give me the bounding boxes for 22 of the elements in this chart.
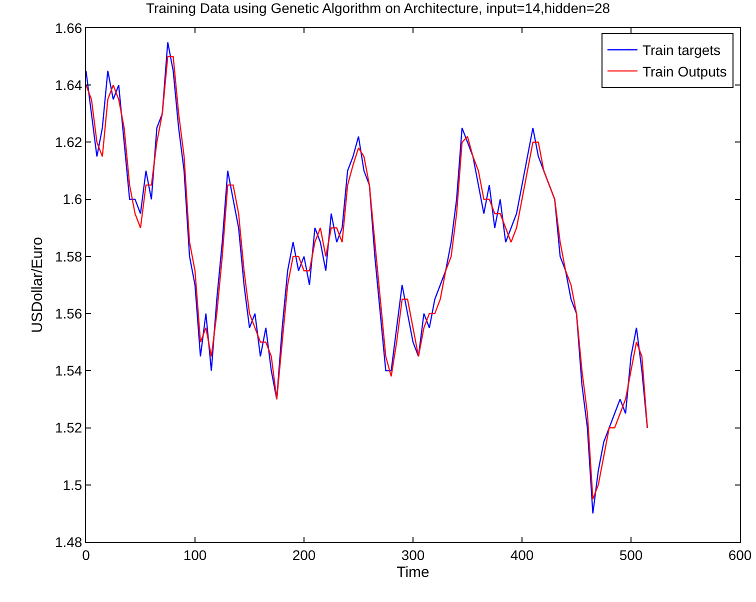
y-tick-label: 1.64 — [54, 77, 82, 94]
x-tick-label: 0 — [82, 546, 90, 563]
x-tick-label: 400 — [510, 546, 534, 563]
y-tick-label: 1.62 — [54, 134, 82, 150]
y-tick-label: 1.48 — [54, 534, 82, 550]
x-axis-title: Time — [396, 564, 430, 581]
chart-title: Training Data using Genetic Algorithm on Architecture, input=14,hidden=28 — [146, 0, 610, 16]
y-tick-label: 1.52 — [54, 420, 82, 436]
x-tick-label: 200 — [292, 546, 316, 563]
y-tick-label: 1.58 — [54, 248, 82, 264]
y-tick-label: 1.6 — [62, 191, 82, 208]
legend-label: Train Outputs — [642, 63, 727, 80]
y-tick-label: 1.56 — [54, 305, 82, 322]
x-tick-label: 500 — [619, 546, 643, 563]
x-tick-label: 300 — [401, 546, 425, 563]
legend-label: Train targets — [642, 42, 721, 58]
y-tick-label: 1.5 — [62, 476, 82, 493]
x-tick-label: 600 — [728, 546, 752, 563]
y-axis-title: USDollar/Euro — [29, 237, 46, 333]
x-tick-label: 100 — [183, 546, 207, 563]
y-tick-label: 1.54 — [54, 362, 82, 379]
y-tick-label: 1.66 — [54, 20, 82, 36]
